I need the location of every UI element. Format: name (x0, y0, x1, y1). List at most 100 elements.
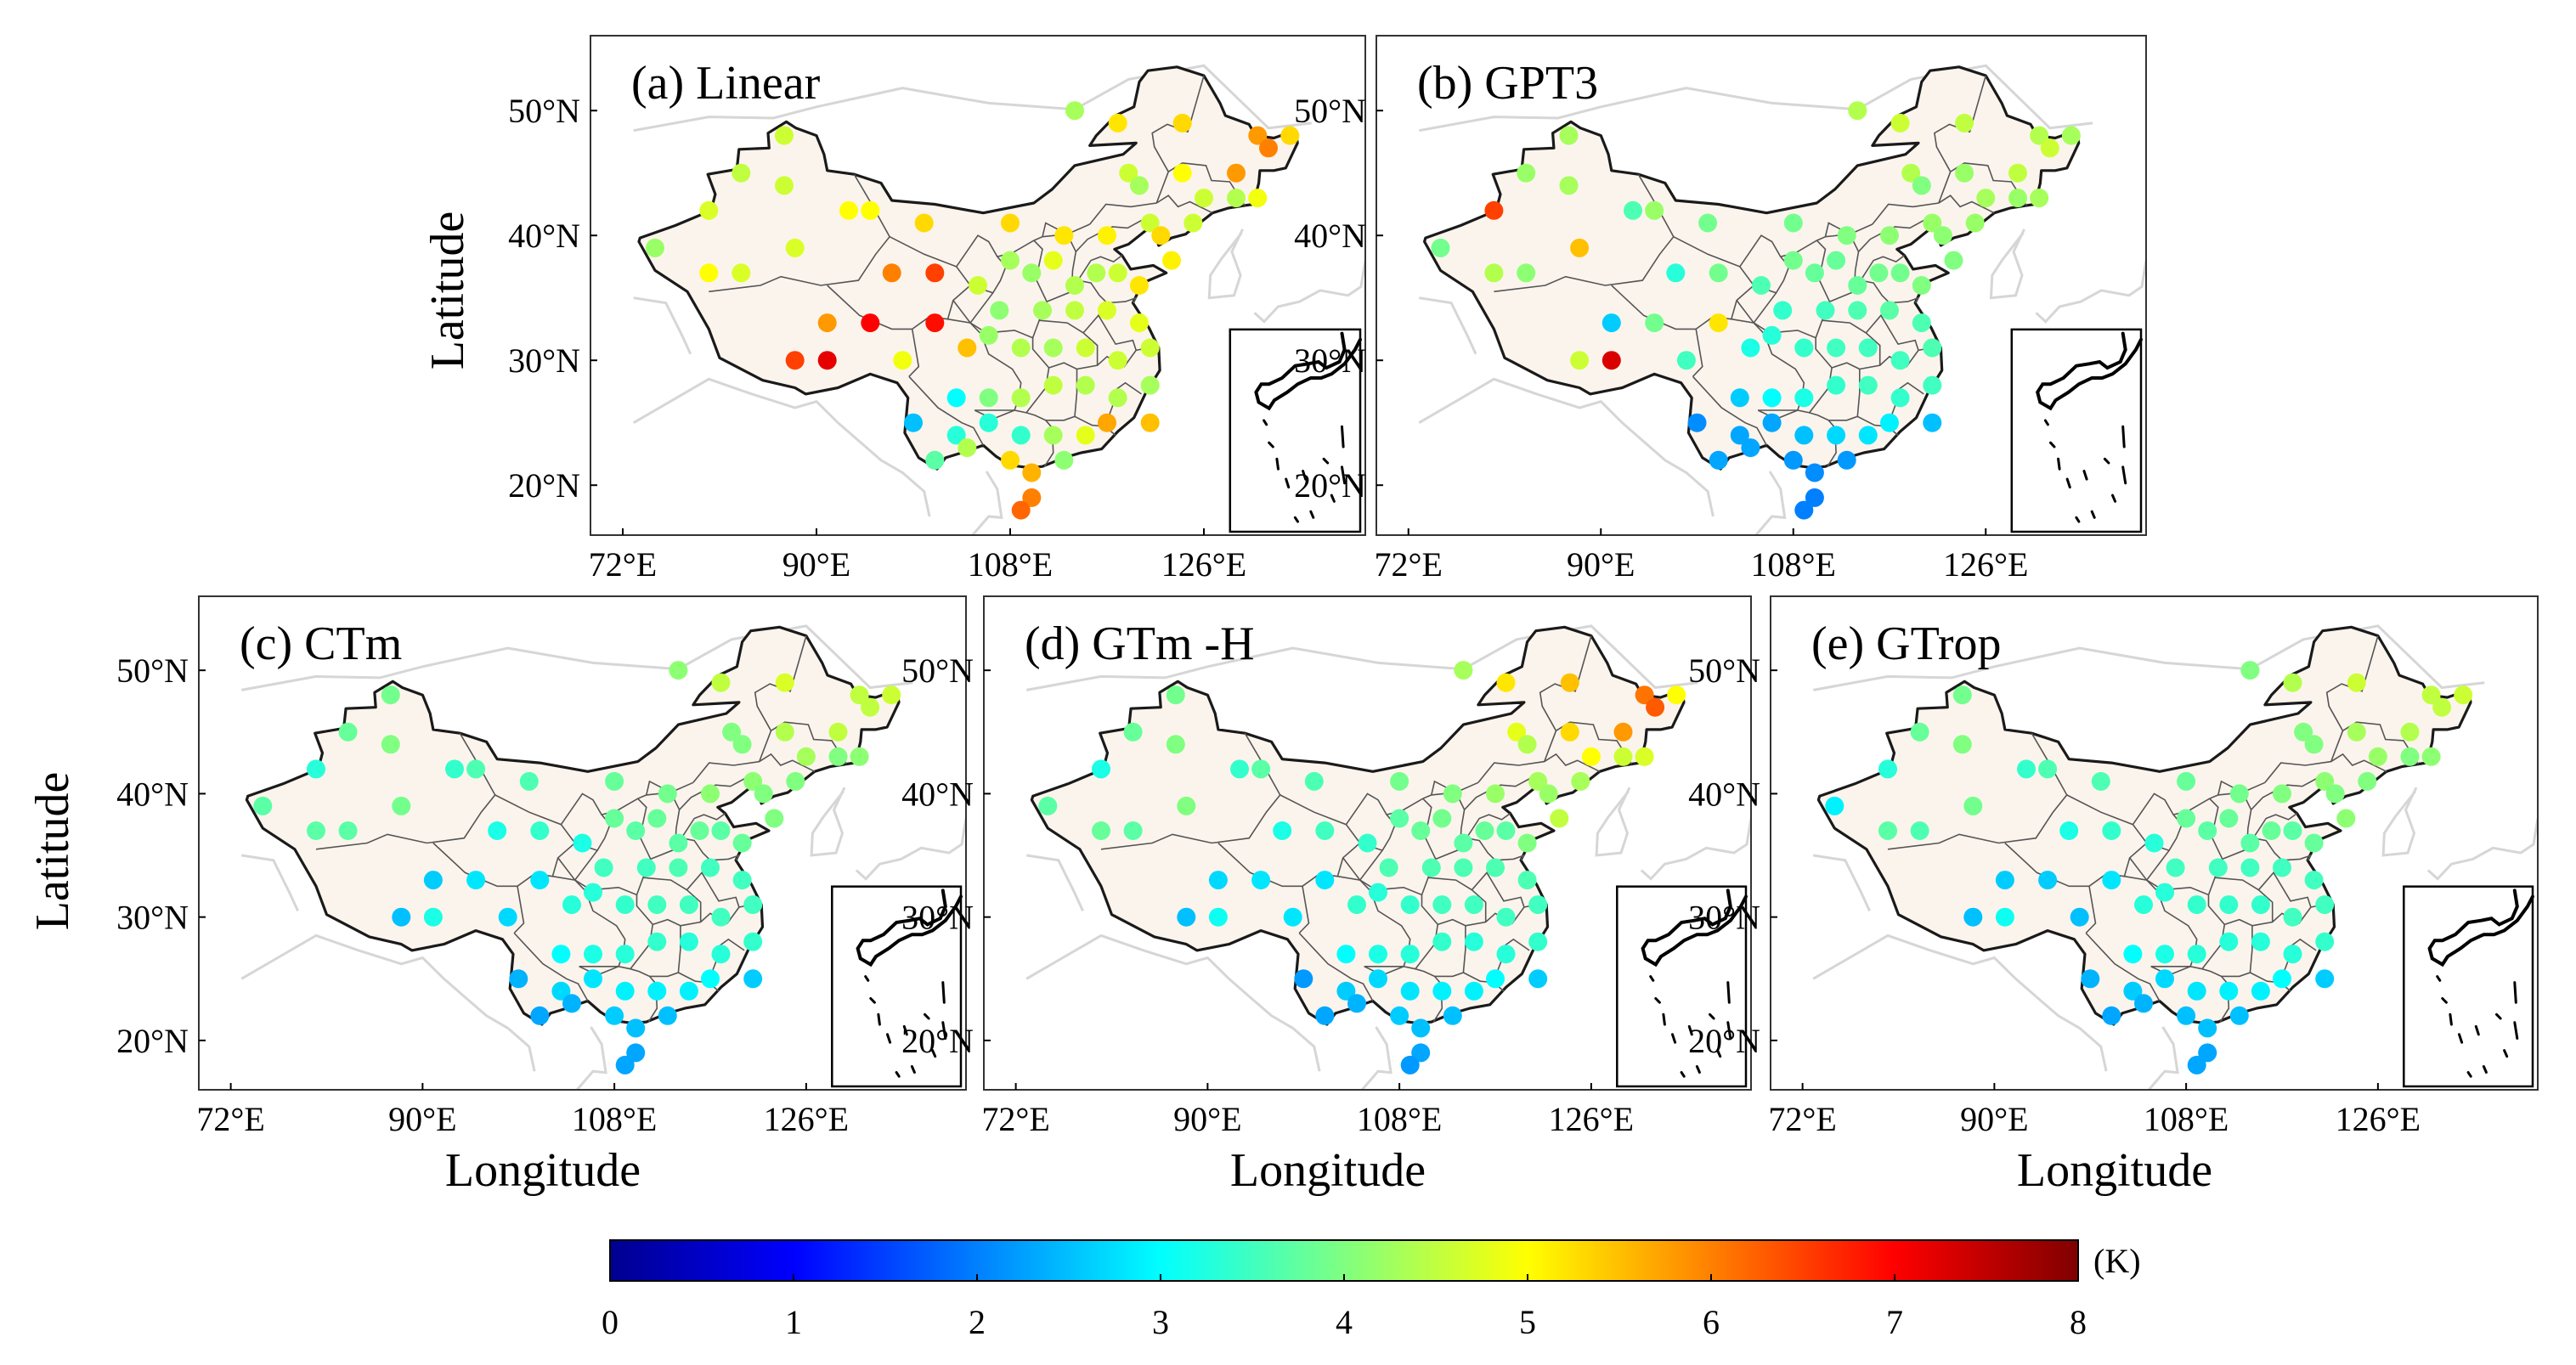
station-dot (1177, 796, 1196, 815)
station-dot (1624, 200, 1642, 220)
map-panel: (c) CTm 50°N 40°N 30°N 20°N 72°E 90°E 108°E 126°… (116, 595, 967, 1197)
station-dot (828, 722, 848, 742)
station-dot (658, 1006, 677, 1025)
station-dot (669, 661, 688, 680)
station-dot (711, 821, 731, 840)
station-dot (882, 263, 901, 283)
station-dot (1910, 821, 1929, 840)
station-dot (2400, 722, 2420, 742)
station-dot (1880, 226, 1899, 245)
station-dot (2008, 189, 2027, 208)
colorbar-tick-label: 7 (1886, 1303, 1903, 1341)
station-dot (1054, 450, 1074, 470)
station-dot (392, 796, 411, 815)
station-dot (636, 858, 656, 877)
station-dot (1123, 722, 1143, 742)
map-frame (198, 595, 967, 1091)
colorbar-tick-label: 0 (602, 1303, 619, 1341)
station-dot (732, 163, 751, 183)
station-dot (1878, 821, 1897, 840)
station-dot (1166, 735, 1185, 754)
station-dot (2038, 871, 2058, 890)
station-dot (979, 388, 998, 408)
lat-tick-label: 30°N (508, 341, 580, 380)
station-dot (1955, 113, 1974, 133)
station-dot (904, 413, 923, 432)
station-dot (1130, 276, 1149, 295)
station-dot (1379, 858, 1398, 877)
station-dot (1687, 413, 1707, 432)
neighbor-boundary (633, 64, 1312, 133)
y-axis-title: Latitude (26, 772, 79, 931)
station-dot (786, 771, 805, 791)
neighbor-boundary (855, 818, 966, 881)
station-dot (1001, 251, 1020, 270)
station-dot (1976, 189, 1996, 208)
station-dot (1432, 932, 1452, 951)
station-dot (2177, 809, 2196, 828)
station-dot (2421, 685, 2441, 705)
province-boundary (1860, 255, 1906, 281)
station-dot (1496, 673, 1516, 692)
station-dot (1869, 263, 1889, 283)
station-dot (1486, 969, 1505, 989)
station-dot (1965, 213, 1985, 233)
station-dot (1602, 313, 1621, 333)
map-panel: (d) GTm -H 50°N 40°N 30°N 20°N 72°E 90°E 108°E 1… (901, 595, 1752, 1197)
station-dot (498, 907, 517, 927)
station-dot (1162, 251, 1181, 270)
lon-tick-label: 126°E (1549, 1100, 1634, 1138)
province-boundary (2004, 842, 2097, 934)
station-dot (2091, 771, 2110, 791)
province-boundary (650, 837, 711, 861)
station-dot (1230, 759, 1249, 779)
station-dot (701, 858, 720, 877)
station-dot (1613, 722, 1633, 742)
panel-label: (d) GTm -H (1025, 618, 1255, 670)
lat-tick-label: 20°N (508, 466, 580, 505)
station-dot (1995, 907, 2014, 927)
lat-tick-label: 40°N (508, 217, 580, 255)
station-dot (1890, 388, 1910, 408)
station-dot (2315, 771, 2335, 791)
station-dot (1421, 858, 1441, 877)
station-dot (1730, 388, 1749, 408)
station-dot (530, 871, 550, 890)
station-dot (1539, 784, 1558, 804)
station-dot (1645, 200, 1664, 220)
station-dot (2240, 833, 2260, 853)
colorbar-tick-label: 1 (785, 1303, 802, 1341)
province-boundary (701, 871, 740, 908)
station-dot (2262, 821, 2281, 840)
station-dot (839, 200, 858, 220)
station-dot (1528, 771, 1548, 791)
station-dot (2187, 1055, 2206, 1075)
station-dot (1140, 338, 1160, 358)
station-dot (2187, 945, 2206, 964)
station-dot (925, 450, 945, 470)
station-dot (466, 871, 486, 890)
station-dot (722, 722, 742, 742)
station-dot (701, 969, 720, 989)
map-frame (983, 595, 1752, 1091)
station-dot (253, 796, 273, 815)
station-dot (1259, 138, 1278, 158)
province-boundary (1466, 812, 1511, 839)
station-dot (2134, 895, 2153, 915)
station-dot (1709, 450, 1728, 470)
province-boundary (1098, 314, 1137, 351)
station-dot (1507, 722, 1527, 742)
station-dot (775, 126, 794, 145)
station-dot (2251, 895, 2270, 915)
station-dot (817, 313, 837, 333)
station-dot (1411, 1018, 1431, 1038)
lat-tick-label: 20°N (1688, 1022, 1760, 1060)
station-dot (1454, 661, 1473, 680)
colorbar-tick-label: 4 (1336, 1303, 1353, 1341)
province-boundary (1539, 635, 1592, 731)
station-dot (2123, 945, 2143, 964)
station-dot (669, 833, 688, 853)
station-dot (2219, 809, 2239, 828)
lon-tick-label: 108°E (572, 1100, 657, 1138)
